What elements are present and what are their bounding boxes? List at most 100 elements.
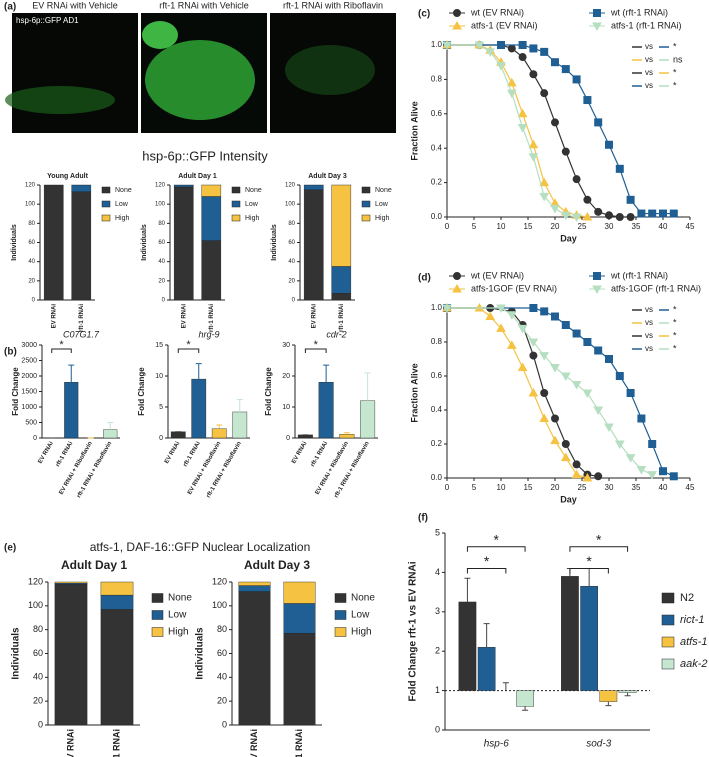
x-tick-label: 20	[551, 222, 560, 231]
error-bar	[236, 399, 243, 412]
marker	[626, 389, 635, 397]
comparison-label: vs	[645, 55, 653, 64]
y-tick-label: 80	[217, 624, 227, 634]
error-bar	[586, 567, 593, 587]
panel-label: (d)	[418, 273, 431, 284]
bar-segment	[100, 594, 134, 610]
legend-label: wt (EV RNAi)	[470, 7, 524, 17]
x-tick-label: 40	[659, 222, 668, 231]
y-axis-label: Fold Change	[11, 367, 20, 416]
marker	[551, 312, 559, 321]
y-axis-label: Individuals	[11, 627, 22, 680]
panel-label: (b)	[4, 347, 17, 358]
significance-bracket	[304, 348, 327, 353]
worm-signal	[285, 45, 375, 95]
caption: EV RNAi with Vehicle	[32, 0, 118, 10]
y-tick-label: 60	[288, 240, 295, 246]
legend-swatch	[361, 186, 371, 194]
marker	[474, 41, 485, 51]
marker	[669, 472, 678, 481]
marker	[625, 454, 636, 463]
marker	[517, 362, 528, 371]
error-bar	[364, 372, 371, 401]
y-tick-label: 100	[28, 600, 43, 610]
legend-swatch	[661, 658, 675, 670]
bar-segment	[201, 184, 222, 197]
legend-swatch	[151, 627, 164, 637]
legend-swatch	[231, 200, 241, 208]
marker	[539, 413, 550, 422]
x-tick-label: 45	[686, 483, 695, 492]
marker	[528, 387, 539, 397]
bar-segment	[71, 184, 92, 192]
x-tick-label: EV RNAi	[291, 441, 309, 465]
significance-bracket	[569, 567, 609, 574]
marker	[648, 209, 657, 218]
y-tick-label: 1500	[21, 388, 37, 395]
significance-bracket	[569, 546, 629, 552]
comparison-result: ns	[673, 54, 683, 64]
marker	[550, 435, 560, 445]
legend-swatch	[334, 627, 347, 637]
marker	[560, 372, 571, 382]
marker	[561, 321, 570, 329]
legend-swatch	[231, 186, 241, 194]
y-tick-label: 15	[155, 342, 163, 349]
x-tick-label: 35	[632, 483, 641, 492]
bar-segment	[100, 609, 134, 726]
comparison-label: vs	[645, 81, 653, 90]
y-tick-label: 0	[292, 298, 296, 304]
legend-label: High	[375, 215, 390, 222]
y-axis-label: Fold Change	[137, 367, 146, 416]
bar-segment	[71, 191, 92, 301]
y-tick-label: 0.8	[431, 337, 443, 346]
legend-label: wt (rft-1 RNAi)	[610, 7, 668, 17]
marker	[497, 41, 505, 49]
marker	[583, 96, 592, 105]
x-tick-label: rft-1 RNAi	[209, 304, 215, 332]
marker	[593, 406, 604, 416]
y-tick-label: 0.4	[431, 143, 443, 152]
legend-swatch	[151, 610, 164, 620]
y-tick-label: 0	[38, 719, 43, 729]
bar-segment	[283, 603, 316, 634]
comparison-label: vs	[645, 318, 653, 327]
legend-label: High	[245, 215, 260, 222]
error-bar	[522, 706, 529, 711]
marker	[594, 346, 603, 355]
x-tick-label: 0	[445, 222, 450, 231]
marker	[529, 304, 538, 312]
legend-label: atfs-1 (EV RNAi)	[471, 20, 538, 30]
x-axis-label: Day	[560, 233, 577, 243]
x-tick-label: 15	[524, 222, 533, 231]
x-tick-label: EV RNAi	[311, 304, 317, 329]
chart-title: Adult Day 3	[244, 558, 310, 572]
marker	[605, 355, 613, 363]
bar-segment	[238, 591, 271, 726]
error-bar	[216, 424, 223, 429]
comparison-label: vs	[645, 305, 653, 314]
comparison-result: *	[673, 343, 677, 353]
y-tick-label: 20	[288, 278, 295, 284]
comparison-result: *	[673, 330, 677, 340]
x-tick-label: 10	[497, 483, 506, 492]
y-tick-label: 120	[285, 183, 296, 189]
x-tick-label: 25	[578, 222, 587, 231]
series-line	[447, 44, 631, 218]
marker	[572, 460, 581, 469]
bar-segment	[201, 240, 222, 301]
bar	[477, 647, 496, 691]
series-line	[447, 307, 653, 476]
marker	[593, 9, 601, 17]
legend-swatch	[231, 214, 241, 222]
error-bar	[107, 422, 114, 430]
marker	[551, 58, 559, 67]
inset-label: hsp-6p::GFP AD1	[16, 16, 79, 25]
bar	[561, 576, 579, 691]
significance-bracket	[466, 546, 526, 552]
x-tick-label: rft-1 RNAi	[294, 729, 304, 757]
bar	[580, 585, 598, 691]
legend-label: N2	[680, 592, 694, 604]
y-tick-label: 120	[25, 183, 36, 189]
legend-label: None	[245, 187, 262, 194]
